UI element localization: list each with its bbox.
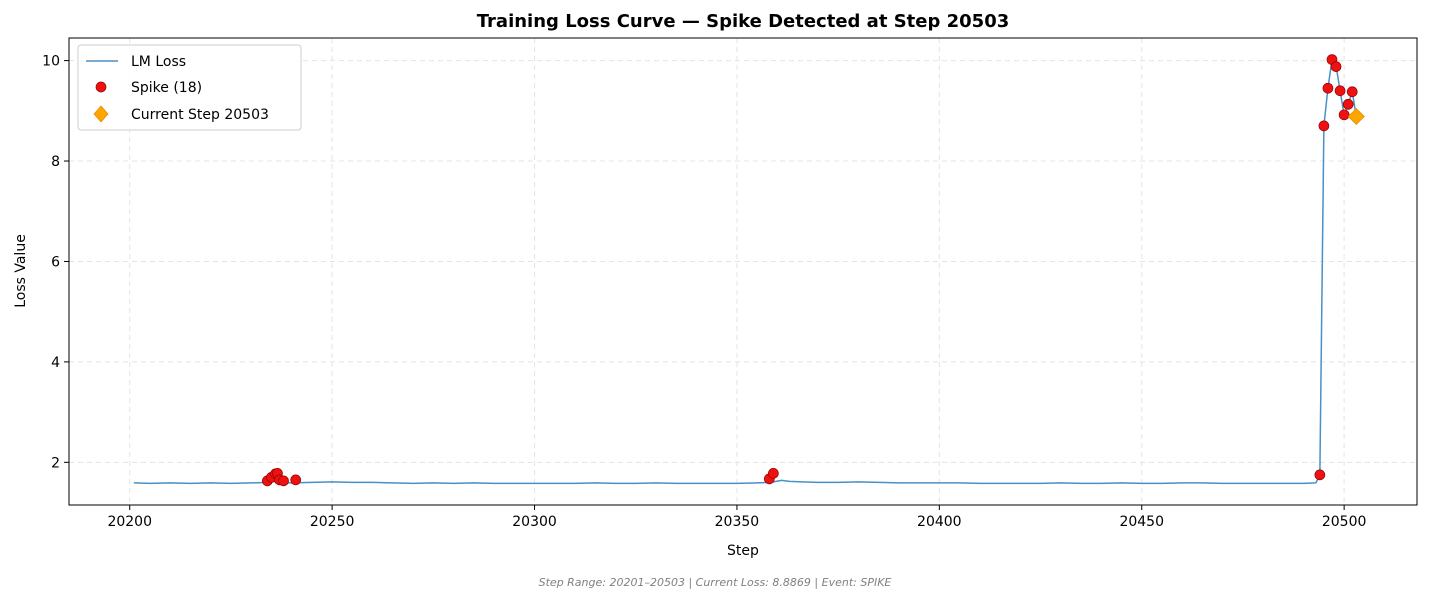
- spike-point: [1342, 98, 1354, 110]
- x-tick-label: 20300: [512, 514, 557, 530]
- legend-entry-spike: Spike (18): [131, 80, 202, 96]
- x-axis-label: Step: [727, 543, 759, 559]
- lm-loss-line: [133, 58, 1358, 485]
- plot-area-frame: [68, 37, 1418, 506]
- y-tick-label: 8: [51, 154, 60, 170]
- legend-box: [77, 44, 302, 131]
- legend-entry-lm-loss: LM Loss: [131, 54, 186, 70]
- grid-lines: [69, 38, 1417, 505]
- spike-point: [290, 474, 302, 486]
- spike-point: [1338, 109, 1350, 121]
- legend: LM Loss Spike (18) Current Step 20503: [77, 44, 302, 131]
- x-tick-label: 20500: [1322, 514, 1367, 530]
- y-tick-label: 10: [42, 54, 60, 70]
- spike-point: [1334, 85, 1346, 97]
- spike-point: [1330, 61, 1342, 72]
- x-tick-label: 20400: [917, 514, 962, 530]
- spike-point: [1322, 82, 1334, 94]
- spike-point: [1318, 120, 1330, 132]
- x-axis-ticks: 20200 20250 20300 20350 20400 20450 20500: [107, 505, 1366, 530]
- spike-point: [1314, 469, 1326, 481]
- y-tick-label: 4: [51, 355, 60, 371]
- current-step-marker: [1347, 107, 1365, 125]
- spike-point: [768, 468, 779, 479]
- line-series-layer: [133, 58, 1358, 485]
- x-tick-label: 20200: [107, 514, 152, 530]
- spike-point: [278, 475, 289, 487]
- x-tick-label: 20250: [310, 514, 355, 530]
- y-tick-label: 6: [51, 254, 60, 270]
- legend-current-swatch: [93, 105, 109, 123]
- legend-entry-current-step: Current Step 20503: [131, 107, 269, 123]
- x-tick-label: 20450: [1119, 514, 1164, 530]
- legend-spike-swatch: [95, 81, 107, 93]
- spike-marker-layer: [262, 54, 1358, 487]
- y-axis-label: Loss Value: [13, 234, 29, 308]
- y-tick-label: 2: [51, 455, 60, 471]
- spike-point: [1346, 86, 1358, 98]
- current-step-layer: [1347, 107, 1365, 125]
- x-tick-label: 20350: [715, 514, 760, 530]
- footer-summary: Step Range: 20201–20503 | Current Loss: …: [539, 576, 892, 589]
- y-axis-ticks: 2 4 6 8 10: [42, 54, 69, 471]
- chart-title: Training Loss Curve — Spike Detected at …: [477, 11, 1010, 32]
